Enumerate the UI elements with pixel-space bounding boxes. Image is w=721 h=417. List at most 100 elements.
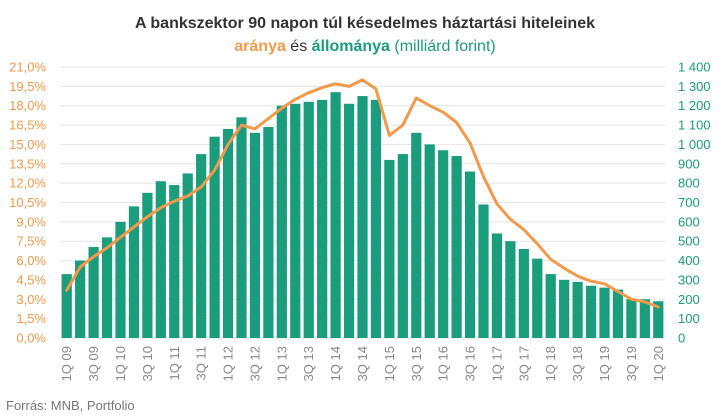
x-tick-label: 1Q 10 <box>113 346 128 381</box>
x-tick-label: 3Q 13 <box>301 346 316 381</box>
bar <box>370 99 382 339</box>
right-tick-label: 300 <box>678 272 700 287</box>
right-tick-label: 1 400 <box>678 60 711 75</box>
left-tick-label: 15,0% <box>9 137 46 152</box>
x-tick-label: 1Q 13 <box>274 346 289 381</box>
chart-subtitle: aránya és állománya (milliárd forint) <box>234 38 495 55</box>
bar <box>653 301 664 338</box>
left-tick-label: 18,0% <box>9 98 46 113</box>
bar <box>639 299 650 338</box>
bar <box>290 103 301 339</box>
bar <box>612 289 624 338</box>
left-tick-label: 3,0% <box>16 292 46 307</box>
bar <box>88 247 99 338</box>
right-tick-label: 600 <box>678 214 700 229</box>
bar <box>397 154 408 338</box>
x-tick-label: 3Q 12 <box>247 346 262 381</box>
x-tick-label: 1Q 17 <box>489 346 504 381</box>
right-tick-label: 0 <box>678 331 685 346</box>
bar <box>142 192 153 338</box>
x-tick-label: 3Q 18 <box>570 346 585 381</box>
right-tick-label: 1 300 <box>678 79 711 94</box>
bar <box>451 156 462 338</box>
left-tick-label: 4,5% <box>16 272 46 287</box>
right-tick-label: 800 <box>678 176 700 191</box>
bar <box>491 233 503 338</box>
bar <box>518 248 529 338</box>
bar <box>343 103 355 339</box>
left-tick-label: 10,5% <box>9 195 46 210</box>
bar <box>75 260 86 338</box>
subtitle-stock-word: állománya <box>312 38 390 55</box>
x-tick-label: 3Q 17 <box>516 346 531 381</box>
bar <box>424 144 435 338</box>
bar <box>209 136 220 338</box>
bar <box>263 127 274 338</box>
right-tick-label: 400 <box>678 253 700 268</box>
subtitle-unit: (milliárd forint) <box>390 38 496 55</box>
left-tick-label: 19,5% <box>9 79 46 94</box>
bar <box>169 185 180 338</box>
bar <box>559 279 570 338</box>
x-tick-label: 1Q 11 <box>167 346 182 380</box>
bar <box>545 274 556 338</box>
left-axis: 0,0% 1,5% 3,0% 4,5% 6,0% 7,5% 9,0% 10,5% 12,0% 13… <box>9 60 46 346</box>
bar <box>626 299 637 338</box>
bar <box>532 258 543 338</box>
x-tick-label: 3Q 14 <box>355 346 370 381</box>
x-tick-label: 1Q 12 <box>221 346 236 381</box>
bar <box>115 221 126 338</box>
right-tick-label: 1 200 <box>678 98 711 113</box>
x-tick-label: 1Q 20 <box>651 346 666 381</box>
x-tick-label: 1Q 19 <box>597 346 612 381</box>
x-tick-label: 3Q 11 <box>194 346 209 380</box>
x-tick-label: 3Q 16 <box>463 346 478 381</box>
x-tick-label: 3Q 09 <box>86 346 101 381</box>
left-tick-label: 13,5% <box>9 156 46 171</box>
left-tick-label: 7,5% <box>16 234 46 249</box>
right-tick-label: 500 <box>678 234 700 249</box>
left-tick-label: 1,5% <box>16 311 46 326</box>
bar <box>276 105 287 338</box>
bar <box>505 241 516 338</box>
x-tick-label: 3Q 15 <box>409 346 424 381</box>
bar <box>330 92 341 339</box>
right-tick-label: 900 <box>678 156 700 171</box>
bar <box>101 237 113 338</box>
subtitle-ratio-word: aránya <box>234 38 286 55</box>
x-tick-label: 3Q 19 <box>624 346 639 381</box>
right-tick-label: 700 <box>678 195 700 210</box>
right-tick-label: 1 100 <box>678 118 711 133</box>
bar <box>317 99 328 339</box>
bar <box>236 117 247 338</box>
bar <box>411 132 422 338</box>
bar-series <box>61 92 664 339</box>
bar <box>438 150 449 338</box>
bar <box>384 159 395 338</box>
bar <box>222 128 234 338</box>
bar <box>357 96 368 339</box>
left-tick-label: 0,0% <box>16 331 46 346</box>
bar <box>303 101 314 338</box>
bar <box>61 274 72 338</box>
right-axis: 0 100 200 300 400 500 600 700 800 900 1 000 1 100 1 … <box>678 60 711 346</box>
bar <box>572 281 583 338</box>
subtitle-connector: és <box>286 38 312 55</box>
source-note: Forrás: MNB, Portfolio <box>6 398 135 413</box>
bar <box>155 181 166 338</box>
line-series <box>65 78 660 309</box>
x-tick-label: 1Q 15 <box>382 346 397 381</box>
bar <box>182 173 193 338</box>
bar <box>478 204 489 338</box>
left-tick-label: 16,5% <box>9 118 46 133</box>
chart-title: A bankszektor 90 napon túl késedelmes há… <box>135 15 595 32</box>
x-tick-label: 1Q 18 <box>543 346 558 381</box>
bar <box>128 206 140 338</box>
bar <box>464 171 476 338</box>
bar <box>585 285 597 338</box>
ratio-line <box>65 78 660 309</box>
x-tick-label: 1Q 16 <box>436 346 451 381</box>
left-tick-label: 21,0% <box>9 60 46 75</box>
x-tick-label: 1Q 09 <box>59 346 74 381</box>
